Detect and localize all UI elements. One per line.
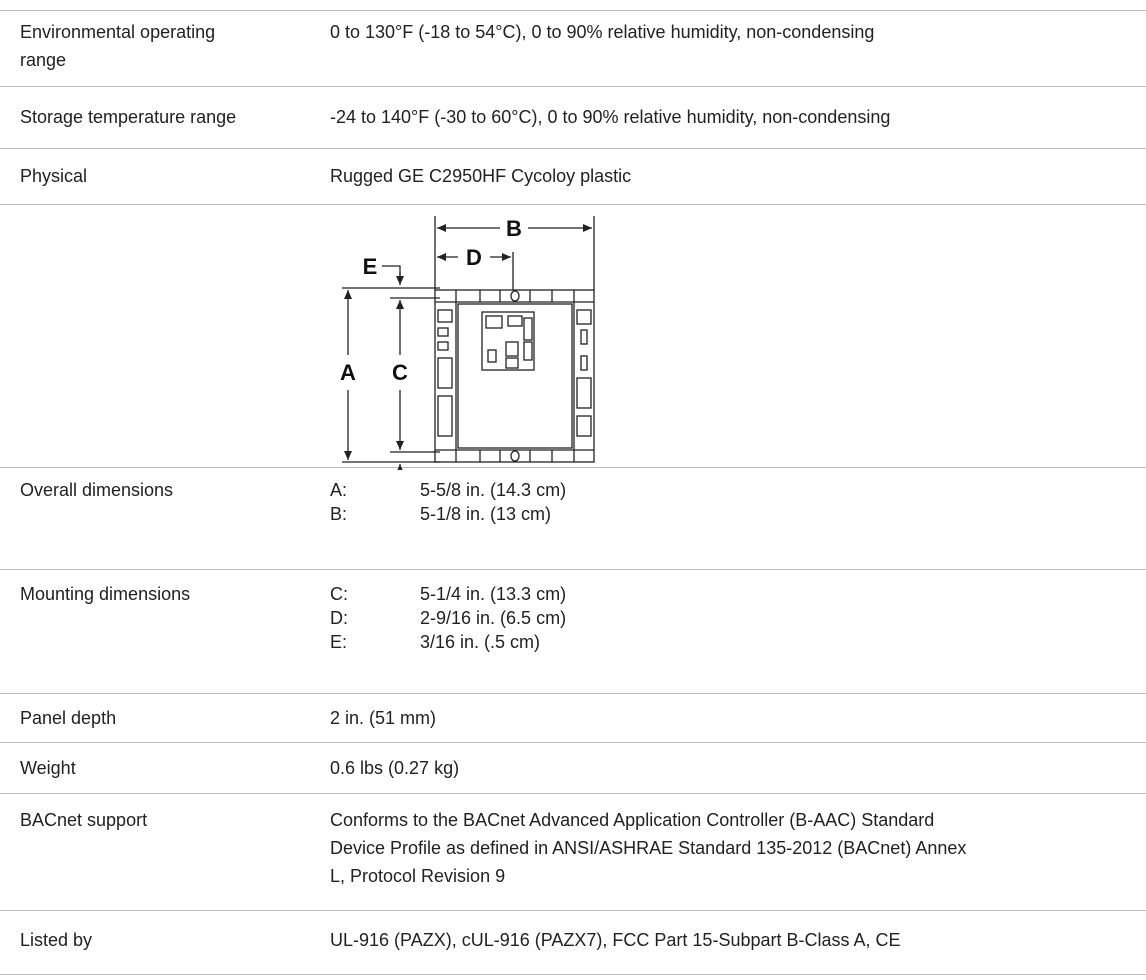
dimension-value: 5-1/4 in. (13.3 cm) (420, 584, 567, 604)
dimension-key: A: (330, 480, 348, 500)
overall-dimensions-list: A: 5-5/8 in. (14.3 cm) B: 5-1/8 in. (13 cm… (330, 478, 566, 526)
dimension-key: E: (330, 632, 348, 652)
physical-label: Physical (20, 166, 88, 186)
dimension-item: C: 5-1/4 in. (13.3 cm) (330, 582, 566, 606)
physical-value: Rugged GE C2950HF Cycoloy plastic (330, 166, 632, 186)
listed-by-value: UL-916 (PAZX), cUL-916 (PAZX7), FCC Part… (330, 930, 901, 950)
dim-label-a: A (340, 360, 356, 385)
dimension-key: B: (330, 504, 348, 524)
storage-temp-value: -24 to 140°F (-30 to 60°C), 0 to 90% rel… (330, 107, 891, 127)
panel-depth-value: 2 in. (51 mm) (330, 708, 437, 728)
row-divider (0, 793, 1146, 794)
dimension-item: D: 2-9/16 in. (6.5 cm) (330, 606, 566, 630)
env-range-label-line1: Environmental operating (20, 22, 216, 42)
row-divider (0, 148, 1146, 149)
row-divider (0, 910, 1146, 911)
dimension-key: D: (330, 608, 348, 628)
bacnet-support-line: Conforms to the BACnet Advanced Applicat… (330, 810, 935, 830)
bacnet-support-value: Conforms to the BACnet Advanced Applicat… (330, 806, 1130, 890)
mounting-dimensions-label: Mounting dimensions (20, 584, 191, 604)
dimension-key: C: (330, 584, 348, 604)
row-divider (0, 569, 1146, 570)
dimension-value: 5-5/8 in. (14.3 cm) (420, 480, 567, 500)
row-divider (0, 86, 1146, 87)
dim-label-e-top: E (363, 254, 378, 279)
env-range-label: Environmental operating range (20, 18, 300, 74)
dimension-value: 3/16 in. (.5 cm) (420, 632, 541, 652)
row-divider (0, 467, 1146, 468)
dimension-item: B: 5-1/8 in. (13 cm) (330, 502, 566, 526)
row-divider (0, 693, 1146, 694)
listed-by-label: Listed by (20, 930, 93, 950)
row-divider (0, 974, 1146, 975)
bacnet-support-label: BACnet support (20, 810, 148, 830)
bacnet-support-line: L, Protocol Revision 9 (330, 866, 506, 886)
dimension-value: 2-9/16 in. (6.5 cm) (420, 608, 567, 628)
weight-label: Weight (20, 758, 76, 778)
mounting-dimensions-list: C: 5-1/4 in. (13.3 cm) D: 2-9/16 in. (6.5 … (330, 582, 566, 654)
dim-label-b: B (506, 216, 522, 241)
dimension-diagram: B D E A C E (340, 216, 595, 470)
env-range-label-line2: range (20, 50, 67, 70)
row-divider (0, 742, 1146, 743)
dim-label-d: D (466, 245, 482, 270)
overall-dimensions-label: Overall dimensions (20, 480, 174, 500)
row-divider (0, 10, 1146, 11)
panel-depth-label: Panel depth (20, 708, 117, 728)
dimension-value: 5-1/8 in. (13 cm) (420, 504, 552, 524)
bacnet-support-line: Device Profile as defined in ANSI/ASHRAE… (330, 838, 967, 858)
weight-value: 0.6 lbs (0.27 kg) (330, 758, 460, 778)
dimension-item: E: 3/16 in. (.5 cm) (330, 630, 566, 654)
dimension-item: A: 5-5/8 in. (14.3 cm) (330, 478, 566, 502)
storage-temp-label: Storage temperature range (20, 107, 237, 127)
dim-label-c: C (392, 360, 408, 385)
env-range-value: 0 to 130°F (-18 to 54°C), 0 to 90% relat… (330, 22, 875, 42)
row-divider (0, 204, 1146, 205)
